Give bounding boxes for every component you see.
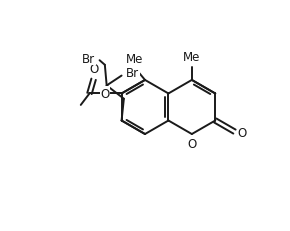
Text: O: O — [187, 137, 196, 150]
Text: Me: Me — [126, 53, 143, 66]
Text: O: O — [237, 127, 246, 140]
Text: O: O — [90, 63, 99, 76]
Text: Br: Br — [82, 53, 95, 66]
Text: Me: Me — [183, 50, 201, 63]
Text: O: O — [100, 88, 110, 100]
Text: Br: Br — [126, 67, 139, 80]
